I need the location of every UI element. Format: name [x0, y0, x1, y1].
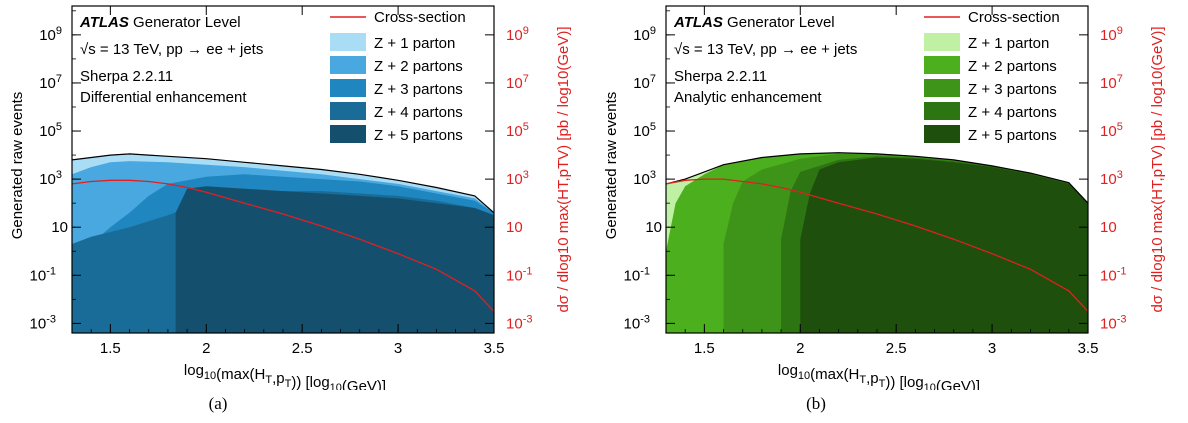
- y-tick-label: 10: [51, 219, 68, 236]
- y2-tick-label: 10-1: [1100, 265, 1126, 284]
- panel-a: 1.5 2 2.5 3 3.5 10-3 10-3 10-1 10-1 10 10 103 103 105…: [9, 5, 572, 413]
- y-axis-label: Generated raw events: [9, 92, 26, 240]
- x-tick-label: 2.5: [292, 340, 313, 357]
- x-tick-label: 2: [796, 340, 804, 357]
- y-tick-label: 10: [645, 219, 662, 236]
- y2-tick-label: 109: [506, 25, 529, 44]
- atlas-label: ATLAS Generator Level: [79, 14, 241, 31]
- y2-tick-label: 10: [1100, 219, 1117, 236]
- y2-axis-label: dσ / dlog10 max(HT,pTV) [pb / log10(GeV)…: [1149, 26, 1166, 312]
- legend-label-z-1-parton: Z + 1 parton: [374, 35, 455, 52]
- x-axis-label: log10(max(HT,pT)) [log10(GeV)]: [778, 362, 980, 390]
- cross-section-line: [665, 178, 1089, 312]
- legend-label-z-5-partons: Z + 5 partons: [968, 127, 1057, 144]
- legend-swatch: [924, 102, 960, 120]
- x-tick-label: 3: [394, 340, 402, 357]
- legend-swatch: [330, 79, 366, 97]
- y-tick-label: 105: [39, 121, 62, 140]
- y-tick-label: 103: [39, 169, 62, 188]
- x-tick-label: 1.5: [694, 340, 715, 357]
- x-tick-label: 3.5: [484, 340, 505, 357]
- y2-tick-label: 107: [1100, 73, 1123, 92]
- y-tick-label: 105: [633, 121, 656, 140]
- energy-label: √s = 13 TeV, pp → ee + jets: [674, 41, 857, 58]
- legend-cross-section: Cross-section: [374, 9, 466, 26]
- y-tick-label: 107: [39, 73, 62, 92]
- y2-tick-label: 10-1: [506, 265, 532, 284]
- x-tick-label: 2.5: [886, 340, 907, 357]
- y-tick-label: 10-1: [30, 265, 56, 284]
- cross-section-line: [71, 179, 495, 312]
- total-outline: [665, 152, 1089, 204]
- generator-label: Sherpa 2.2.11: [80, 68, 173, 85]
- legend-label-z-3-partons: Z + 3 partons: [968, 81, 1057, 98]
- y-tick-label: 103: [633, 169, 656, 188]
- generator-label: Sherpa 2.2.11: [674, 68, 767, 85]
- panel-b: 1.5 2 2.5 3 3.5 10-3 10-3 10-1 10-1 10 10 103 103 105…: [594, 0, 1188, 423]
- legend-label-z-2-partons: Z + 2 partons: [374, 58, 463, 75]
- x-tick-label: 2: [202, 340, 210, 357]
- total-outline: [71, 153, 495, 214]
- y-tick-label: 109: [633, 25, 656, 44]
- legend-label-z-5-partons: Z + 5 partons: [374, 127, 463, 144]
- legend-swatch: [330, 125, 366, 143]
- legend-label-z-3-partons: Z + 3 partons: [374, 81, 463, 98]
- y-tick-label: 107: [633, 73, 656, 92]
- y2-axis-label: dσ / dlog10 max(HT,pTV) [pb / log10(GeV)…: [555, 26, 572, 312]
- y2-tick-label: 107: [506, 73, 529, 92]
- x-tick-label: 1.5: [100, 340, 121, 357]
- y2-tick-label: 10: [506, 219, 523, 236]
- legend-swatch: [330, 33, 366, 51]
- y-tick-label: 10-3: [624, 313, 650, 332]
- legend-label-z-4-partons: Z + 4 partons: [374, 104, 463, 121]
- y2-tick-label: 10-3: [1100, 313, 1126, 332]
- method-label: Differential enhancement: [80, 89, 247, 106]
- legend-swatch: [924, 56, 960, 74]
- subplot-label-b: (b): [806, 394, 826, 413]
- x-tick-label: 3.5: [1078, 340, 1099, 357]
- legend-label-z-4-partons: Z + 4 partons: [968, 104, 1057, 121]
- legend-swatch: [924, 125, 960, 143]
- x-tick-label: 3: [988, 340, 996, 357]
- y2-tick-label: 103: [506, 169, 529, 188]
- y2-tick-label: 109: [1100, 25, 1123, 44]
- y-axis-label: Generated raw events: [603, 92, 620, 240]
- legend-swatch: [330, 56, 366, 74]
- y2-axis-label-text: dσ / dlog10 max(HT,pTV) [pb / log10(GeV)…: [555, 26, 572, 312]
- legend-swatch: [924, 79, 960, 97]
- energy-label: √s = 13 TeV, pp → ee + jets: [80, 41, 263, 58]
- y2-tick-label: 103: [1100, 169, 1123, 188]
- legend-swatch: [924, 33, 960, 51]
- y2-tick-label: 105: [506, 121, 529, 140]
- y2-tick-label: 10-3: [506, 313, 532, 332]
- y-tick-label: 10-1: [624, 265, 650, 284]
- subplot-label-a: (a): [208, 394, 228, 413]
- legend-label-z-1-parton: Z + 1 parton: [968, 35, 1049, 52]
- series-area-z-5-partons: [800, 157, 1088, 333]
- y2-tick-label: 105: [1100, 121, 1123, 140]
- y-tick-label: 109: [39, 25, 62, 44]
- legend-label-z-2-partons: Z + 2 partons: [968, 58, 1057, 75]
- x-axis-label: log10(max(HT,pT)) [log10(GeV)]: [184, 362, 386, 390]
- legend-cross-section: Cross-section: [968, 9, 1060, 26]
- series-area-z-5-partons: [175, 186, 494, 333]
- legend-swatch: [330, 102, 366, 120]
- atlas-label: ATLAS Generator Level: [673, 14, 835, 31]
- y2-axis-label-text: dσ / dlog10 max(HT,pTV) [pb / log10(GeV)…: [1149, 26, 1166, 312]
- y-tick-label: 10-3: [30, 313, 56, 332]
- method-label: Analytic enhancement: [674, 89, 822, 106]
